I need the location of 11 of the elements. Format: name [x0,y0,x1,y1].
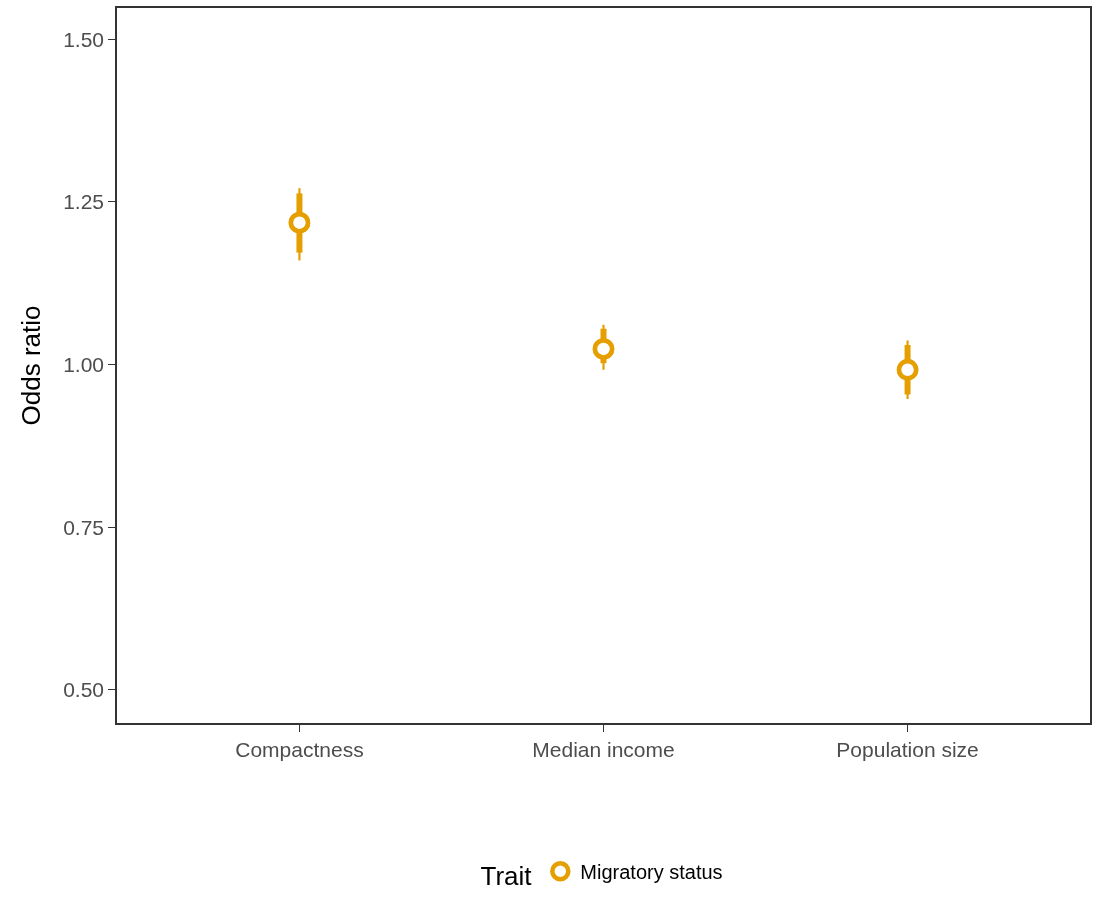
y-tick-label: 0.75 [63,515,105,539]
legend-title: Trait [480,861,533,892]
y-axis-title: Odds ratio [16,305,47,426]
y-tick-label: 1.00 [63,352,105,376]
y-tick-label: 0.50 [63,678,105,702]
x-tick-label: Population size [836,737,979,761]
y-tick-label: 1.25 [63,190,105,214]
x-tick-label: Median income [532,737,675,761]
legend-label: Migratory status [580,861,723,883]
x-tick-label: Compactness [235,737,364,761]
y-tick-label: 1.50 [63,27,105,51]
